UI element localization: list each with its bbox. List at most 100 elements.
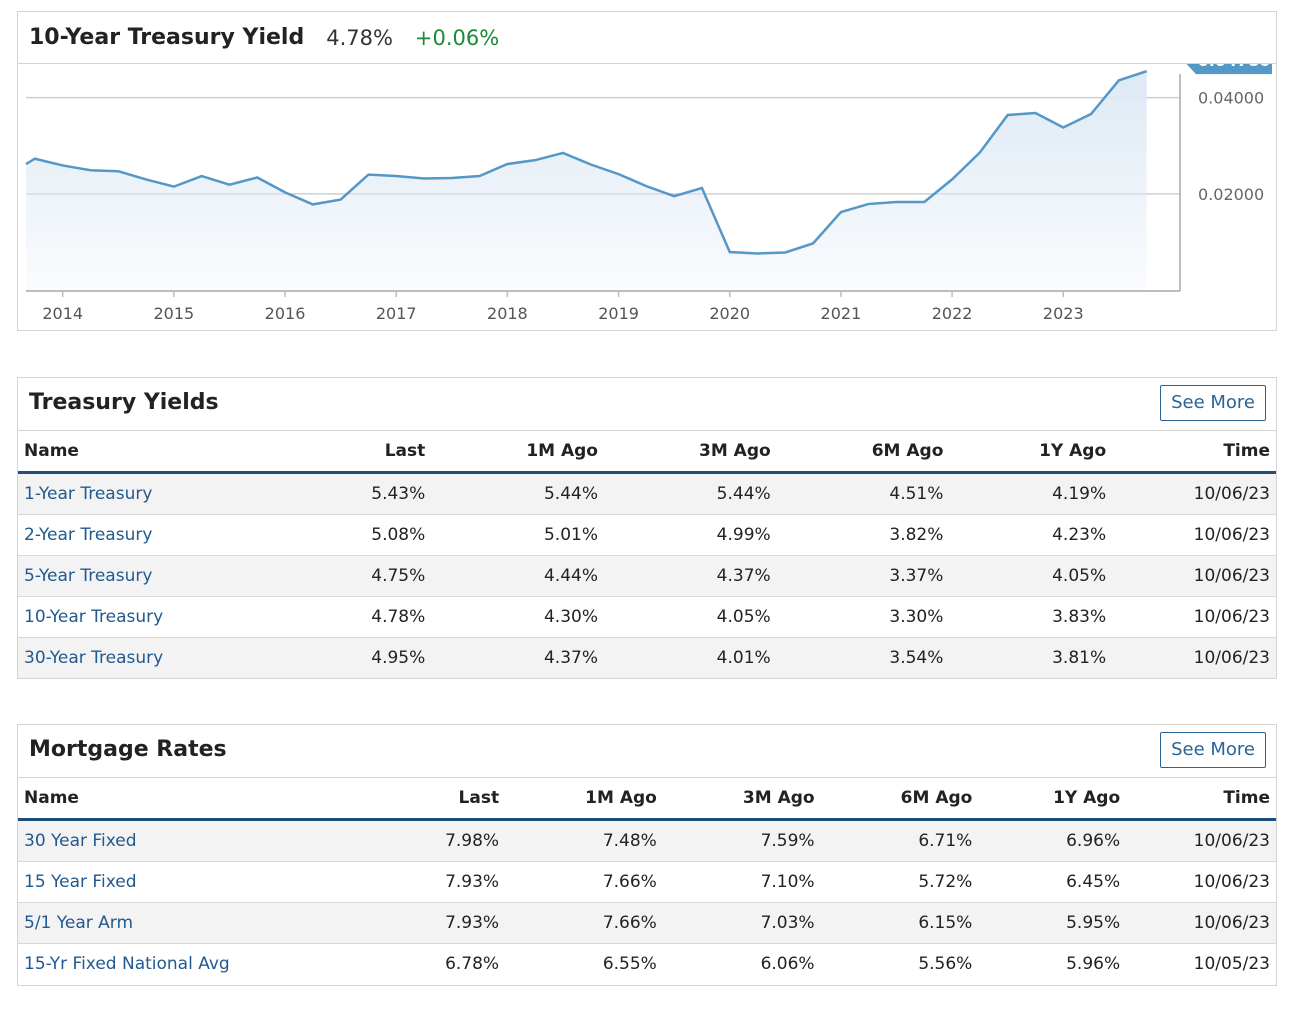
data-point (310, 202, 315, 207)
y-tick-label: 0.04000 (1198, 89, 1264, 108)
rate-cell: 4.95% (276, 637, 432, 678)
rate-cell: 4.05% (949, 555, 1113, 597)
rate-cell: 5.95% (978, 902, 1127, 944)
data-point (783, 250, 788, 255)
table-row: 5/1 Year Arm 7.93% 7.66% 7.03% 6.15% 5.95% 10/… (18, 902, 1276, 944)
rate-cell: 4.51% (776, 472, 950, 515)
data-point (24, 162, 29, 167)
instrument-link[interactable]: 5-Year Treasury (24, 566, 153, 586)
table-row: 1-Year Treasury 5.43% 5.44% 5.44% 4.51% 4.19%… (18, 472, 1276, 515)
instrument-link[interactable]: 30-Year Treasury (24, 648, 164, 668)
data-point (1144, 69, 1149, 74)
column-header: 1Y Ago (978, 778, 1127, 821)
data-point (977, 150, 982, 155)
data-point (894, 200, 899, 205)
row-name-cell: 30-Year Treasury (18, 637, 277, 678)
data-point (616, 172, 621, 177)
column-header: Last (276, 431, 432, 474)
rate-cell: 5.43% (276, 472, 432, 515)
data-point (811, 241, 816, 246)
rate-cell: 5.44% (603, 472, 777, 515)
table-row: 30-Year Treasury 4.95% 4.37% 4.01% 3.54% 3.81… (18, 637, 1276, 678)
data-point (283, 190, 288, 195)
x-tick-label: 2018 (487, 304, 528, 323)
mortgage-rates-header: Mortgage Rates See More (18, 725, 1276, 778)
rate-cell: 4.19% (949, 472, 1113, 515)
column-header: 1Y Ago (949, 431, 1113, 474)
treasury-yields-header: Treasury Yields See More (18, 378, 1276, 431)
rate-cell: 4.75% (276, 555, 432, 597)
chart-change-value: +0.06% (414, 25, 500, 50)
instrument-link[interactable]: 15-Yr Fixed National Avg (24, 954, 230, 974)
data-point (477, 174, 482, 179)
data-point (449, 175, 454, 180)
row-name-cell: 10-Year Treasury (18, 596, 277, 638)
row-name-cell: 5/1 Year Arm (18, 902, 348, 944)
rate-cell: 4.44% (431, 555, 604, 597)
rate-cell: 5.96% (978, 943, 1127, 984)
rate-cell: 3.37% (776, 555, 950, 597)
instrument-link[interactable]: 10-Year Treasury (24, 607, 164, 627)
instrument-link[interactable]: 15 Year Fixed (24, 872, 137, 892)
current-value-label: 0.04780 (1198, 64, 1271, 70)
data-point (672, 194, 677, 199)
instrument-link[interactable]: 1-Year Treasury (24, 484, 153, 504)
data-point (727, 250, 732, 255)
rate-cell: 5.08% (276, 514, 432, 556)
column-header: 6M Ago (776, 431, 950, 474)
column-header: 3M Ago (662, 778, 821, 821)
data-point (255, 175, 260, 180)
data-point (950, 177, 955, 182)
data-point (588, 162, 593, 167)
column-header: Time (1112, 431, 1276, 474)
data-point (922, 200, 927, 205)
table-row: 2-Year Treasury 5.08% 5.01% 4.99% 3.82% 4.23%… (18, 514, 1276, 556)
column-header: 1M Ago (505, 778, 663, 821)
treasury-yields-title: Treasury Yields (29, 390, 219, 415)
row-name-cell: 2-Year Treasury (18, 514, 277, 556)
data-point (422, 176, 427, 181)
row-name-cell: 15-Yr Fixed National Avg (18, 943, 348, 984)
data-point (171, 184, 176, 189)
instrument-link[interactable]: 2-Year Treasury (24, 525, 153, 545)
time-cell: 10/06/23 (1126, 902, 1276, 944)
rate-cell: 4.37% (431, 637, 604, 678)
rate-cell: 6.78% (347, 943, 506, 984)
rate-cell: 4.99% (603, 514, 777, 556)
rate-cell: 3.30% (776, 596, 950, 638)
instrument-link[interactable]: 30 Year Fixed (24, 831, 137, 851)
mortgage-see-more-button[interactable]: See More (1160, 732, 1266, 768)
rate-cell: 4.30% (431, 596, 604, 638)
treasury-see-more-button[interactable]: See More (1160, 385, 1266, 421)
time-cell: 10/06/23 (1112, 472, 1276, 515)
data-point (644, 184, 649, 189)
x-tick-label: 2023 (1043, 304, 1084, 323)
rate-cell: 7.48% (505, 819, 663, 862)
rate-cell: 7.10% (662, 861, 821, 903)
mortgage-rates-panel: Mortgage Rates See More Name Last 1M Ago 3M… (17, 724, 1277, 986)
row-name-cell: 30 Year Fixed (18, 819, 348, 862)
data-point (699, 186, 704, 191)
chart-header: 10-Year Treasury Yield 4.78% +0.06% (18, 12, 1276, 64)
data-point (60, 163, 65, 168)
treasury-yield-chart-panel: 10-Year Treasury Yield 4.78% +0.06% 0.04… (17, 11, 1277, 331)
rate-cell: 7.59% (662, 819, 821, 862)
rate-cell: 3.81% (949, 637, 1113, 678)
rate-cell: 6.55% (505, 943, 663, 984)
data-point (116, 169, 121, 174)
rate-cell: 7.03% (662, 902, 821, 944)
table-row: 15 Year Fixed 7.93% 7.66% 7.10% 5.72% 6.45% 10… (18, 861, 1276, 903)
data-point (866, 201, 871, 206)
rate-cell: 5.44% (431, 472, 604, 515)
time-cell: 10/06/23 (1126, 861, 1276, 903)
current-value-badge (1186, 64, 1272, 75)
instrument-link[interactable]: 5/1 Year Arm (24, 913, 134, 933)
yield-chart[interactable]: 0.04000 0.02000 2014 2015 2016 2017 2018 2019 20… (18, 64, 1276, 330)
x-tick-label: 2020 (709, 304, 750, 323)
data-point (505, 162, 510, 167)
table-row: 15-Yr Fixed National Avg 6.78% 6.55% 6.06% 5… (18, 943, 1276, 984)
rate-cell: 4.01% (603, 637, 777, 678)
data-point (1116, 78, 1121, 83)
data-point (227, 182, 232, 187)
rate-cell: 3.54% (776, 637, 950, 678)
